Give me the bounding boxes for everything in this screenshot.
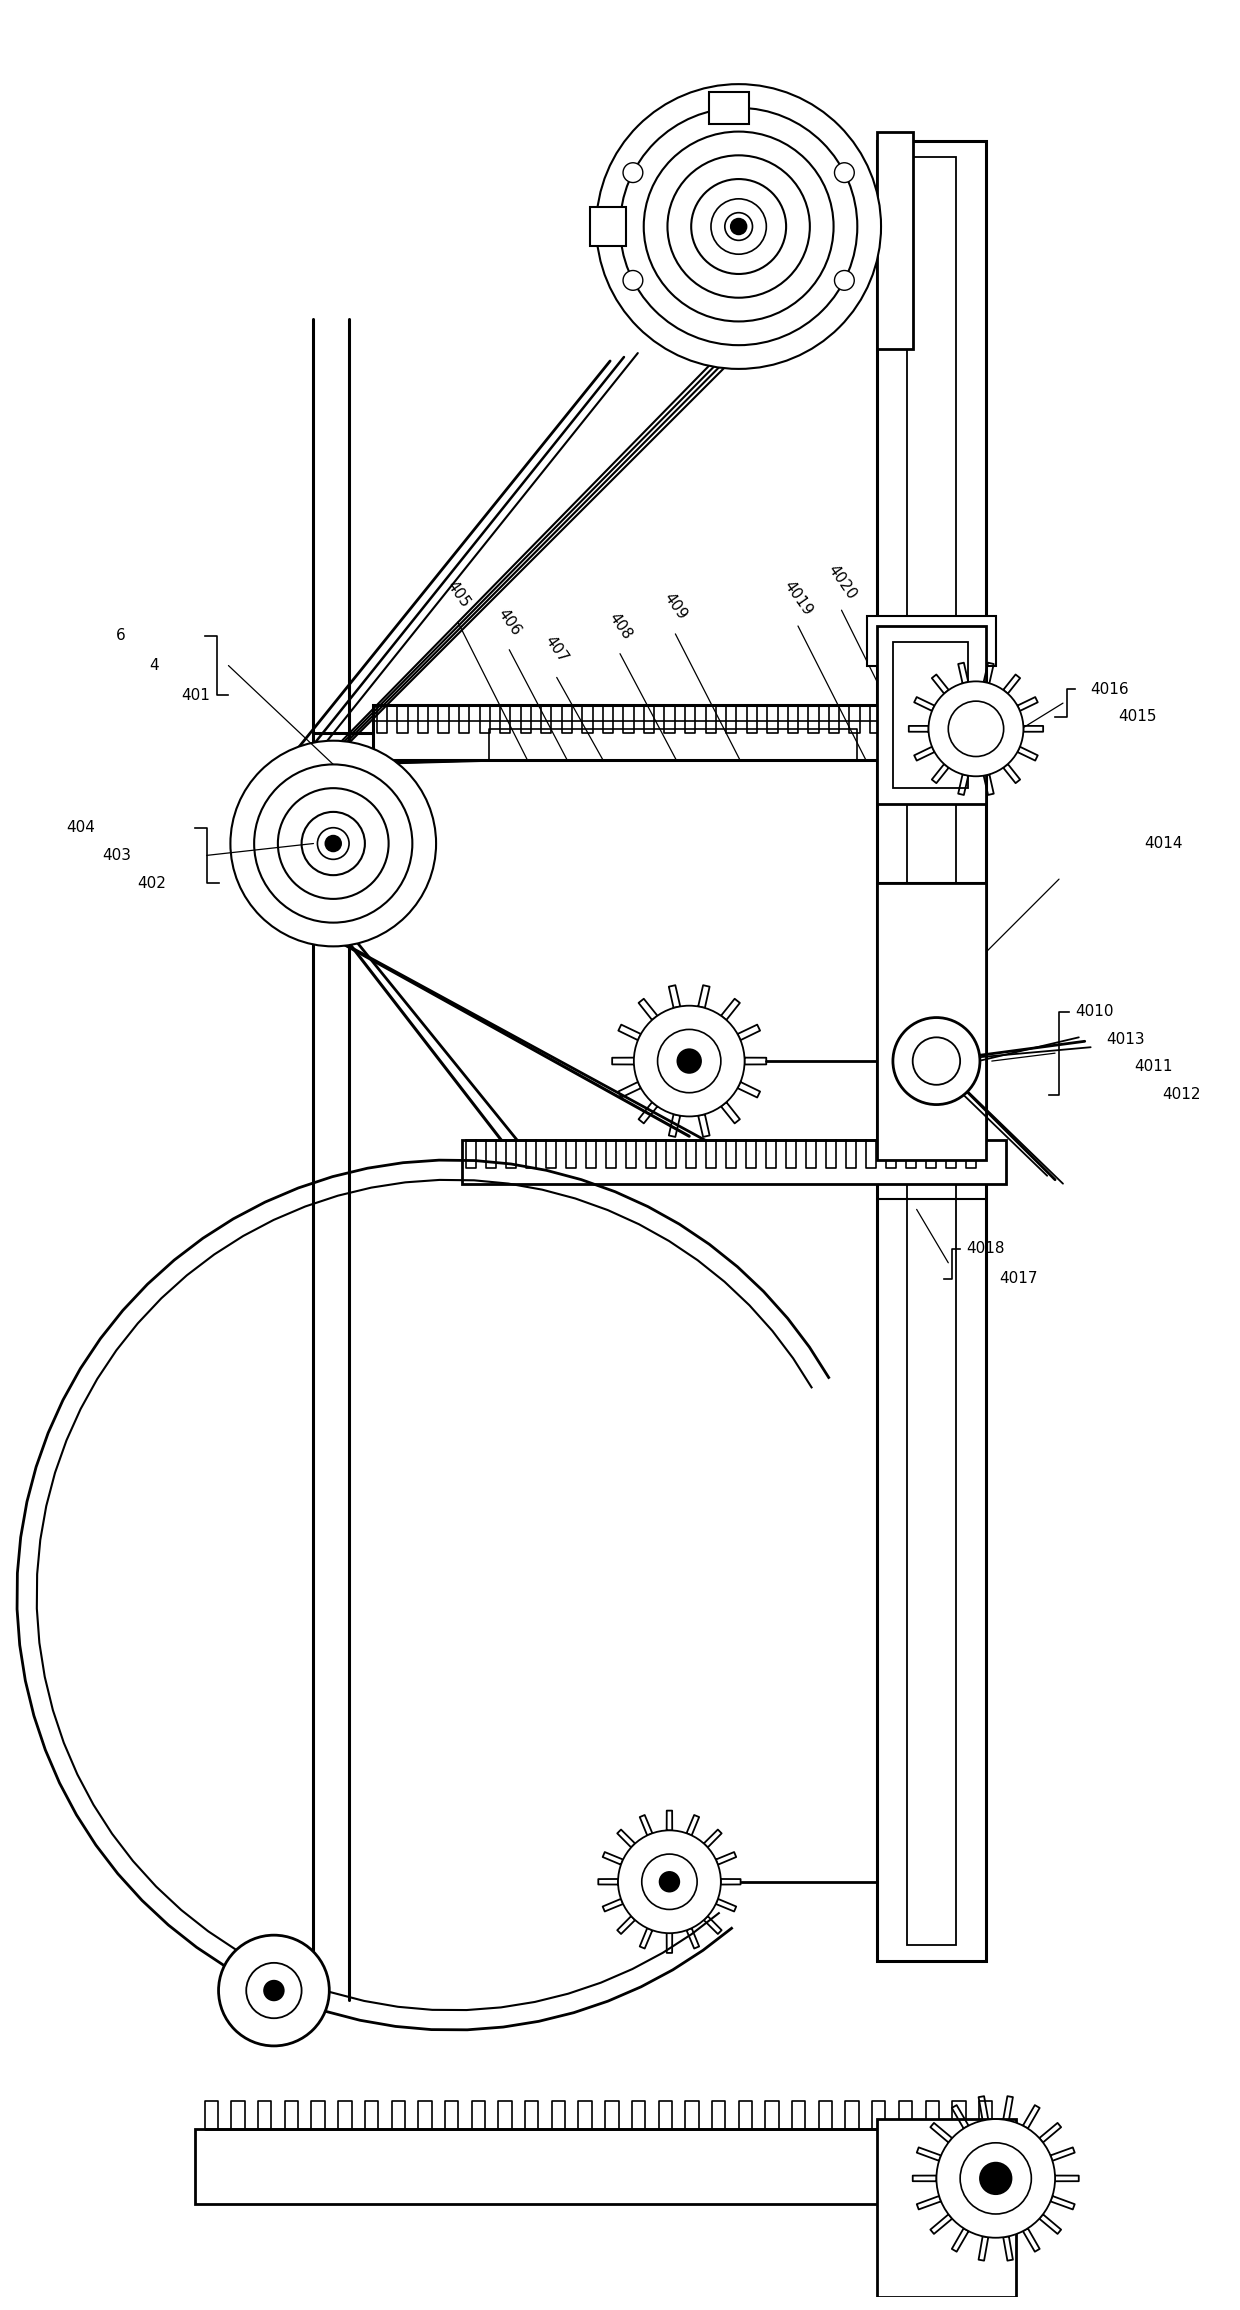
Circle shape <box>596 83 882 370</box>
Bar <box>877 882 986 1160</box>
Circle shape <box>618 1830 720 1933</box>
Circle shape <box>660 1871 680 1892</box>
Bar <box>461 1141 1006 1183</box>
Bar <box>877 2118 1016 2296</box>
Bar <box>877 132 913 349</box>
Text: 402: 402 <box>138 875 166 892</box>
Text: 404: 404 <box>66 820 95 836</box>
Text: 4018: 4018 <box>966 1240 1004 1257</box>
Circle shape <box>325 836 341 852</box>
Bar <box>877 141 986 1961</box>
Text: 4020: 4020 <box>825 561 858 603</box>
Circle shape <box>949 702 1003 755</box>
Circle shape <box>913 1037 960 1086</box>
Circle shape <box>622 162 642 182</box>
Circle shape <box>231 742 436 947</box>
Text: 4013: 4013 <box>1106 1033 1145 1046</box>
Text: 4016: 4016 <box>1091 681 1130 698</box>
Circle shape <box>691 180 786 275</box>
Circle shape <box>301 811 365 875</box>
Circle shape <box>835 162 854 182</box>
Circle shape <box>264 1980 284 2000</box>
Circle shape <box>980 2162 1012 2194</box>
Circle shape <box>254 765 413 922</box>
Text: 409: 409 <box>661 589 689 621</box>
Text: 4012: 4012 <box>1162 1088 1200 1102</box>
Bar <box>709 92 749 125</box>
Text: 4017: 4017 <box>999 1270 1038 1287</box>
Bar <box>195 2130 1016 2204</box>
Circle shape <box>730 219 746 233</box>
Circle shape <box>835 270 854 291</box>
Bar <box>877 626 986 804</box>
Circle shape <box>960 2144 1032 2213</box>
Text: 4: 4 <box>149 658 159 672</box>
Circle shape <box>218 1936 330 2047</box>
Circle shape <box>657 1030 720 1093</box>
Circle shape <box>620 109 857 344</box>
Text: 4014: 4014 <box>1145 836 1183 850</box>
Bar <box>867 617 996 665</box>
Circle shape <box>644 132 833 321</box>
Circle shape <box>725 213 753 240</box>
Text: 4015: 4015 <box>1118 709 1157 725</box>
Text: 4011: 4011 <box>1135 1060 1173 1074</box>
Bar <box>373 705 956 760</box>
Bar <box>590 206 626 247</box>
Circle shape <box>893 1019 980 1104</box>
Text: 4019: 4019 <box>781 578 815 619</box>
Circle shape <box>667 155 810 298</box>
Text: 6: 6 <box>115 628 125 644</box>
Bar <box>893 642 968 788</box>
Circle shape <box>317 827 350 859</box>
Text: 401: 401 <box>181 688 210 702</box>
Text: 406: 406 <box>495 605 523 638</box>
Text: 403: 403 <box>102 848 131 864</box>
Circle shape <box>247 1964 301 2019</box>
Circle shape <box>278 788 388 899</box>
Text: 4010: 4010 <box>1075 1005 1114 1019</box>
Bar <box>906 157 956 1945</box>
Circle shape <box>936 2118 1055 2238</box>
Text: 408: 408 <box>605 610 635 642</box>
Text: 407: 407 <box>542 633 572 665</box>
Circle shape <box>642 1855 697 1910</box>
Circle shape <box>622 270 642 291</box>
Text: 405: 405 <box>444 578 472 610</box>
Circle shape <box>677 1049 701 1072</box>
Circle shape <box>634 1005 744 1116</box>
Circle shape <box>929 681 1023 776</box>
Circle shape <box>711 199 766 254</box>
